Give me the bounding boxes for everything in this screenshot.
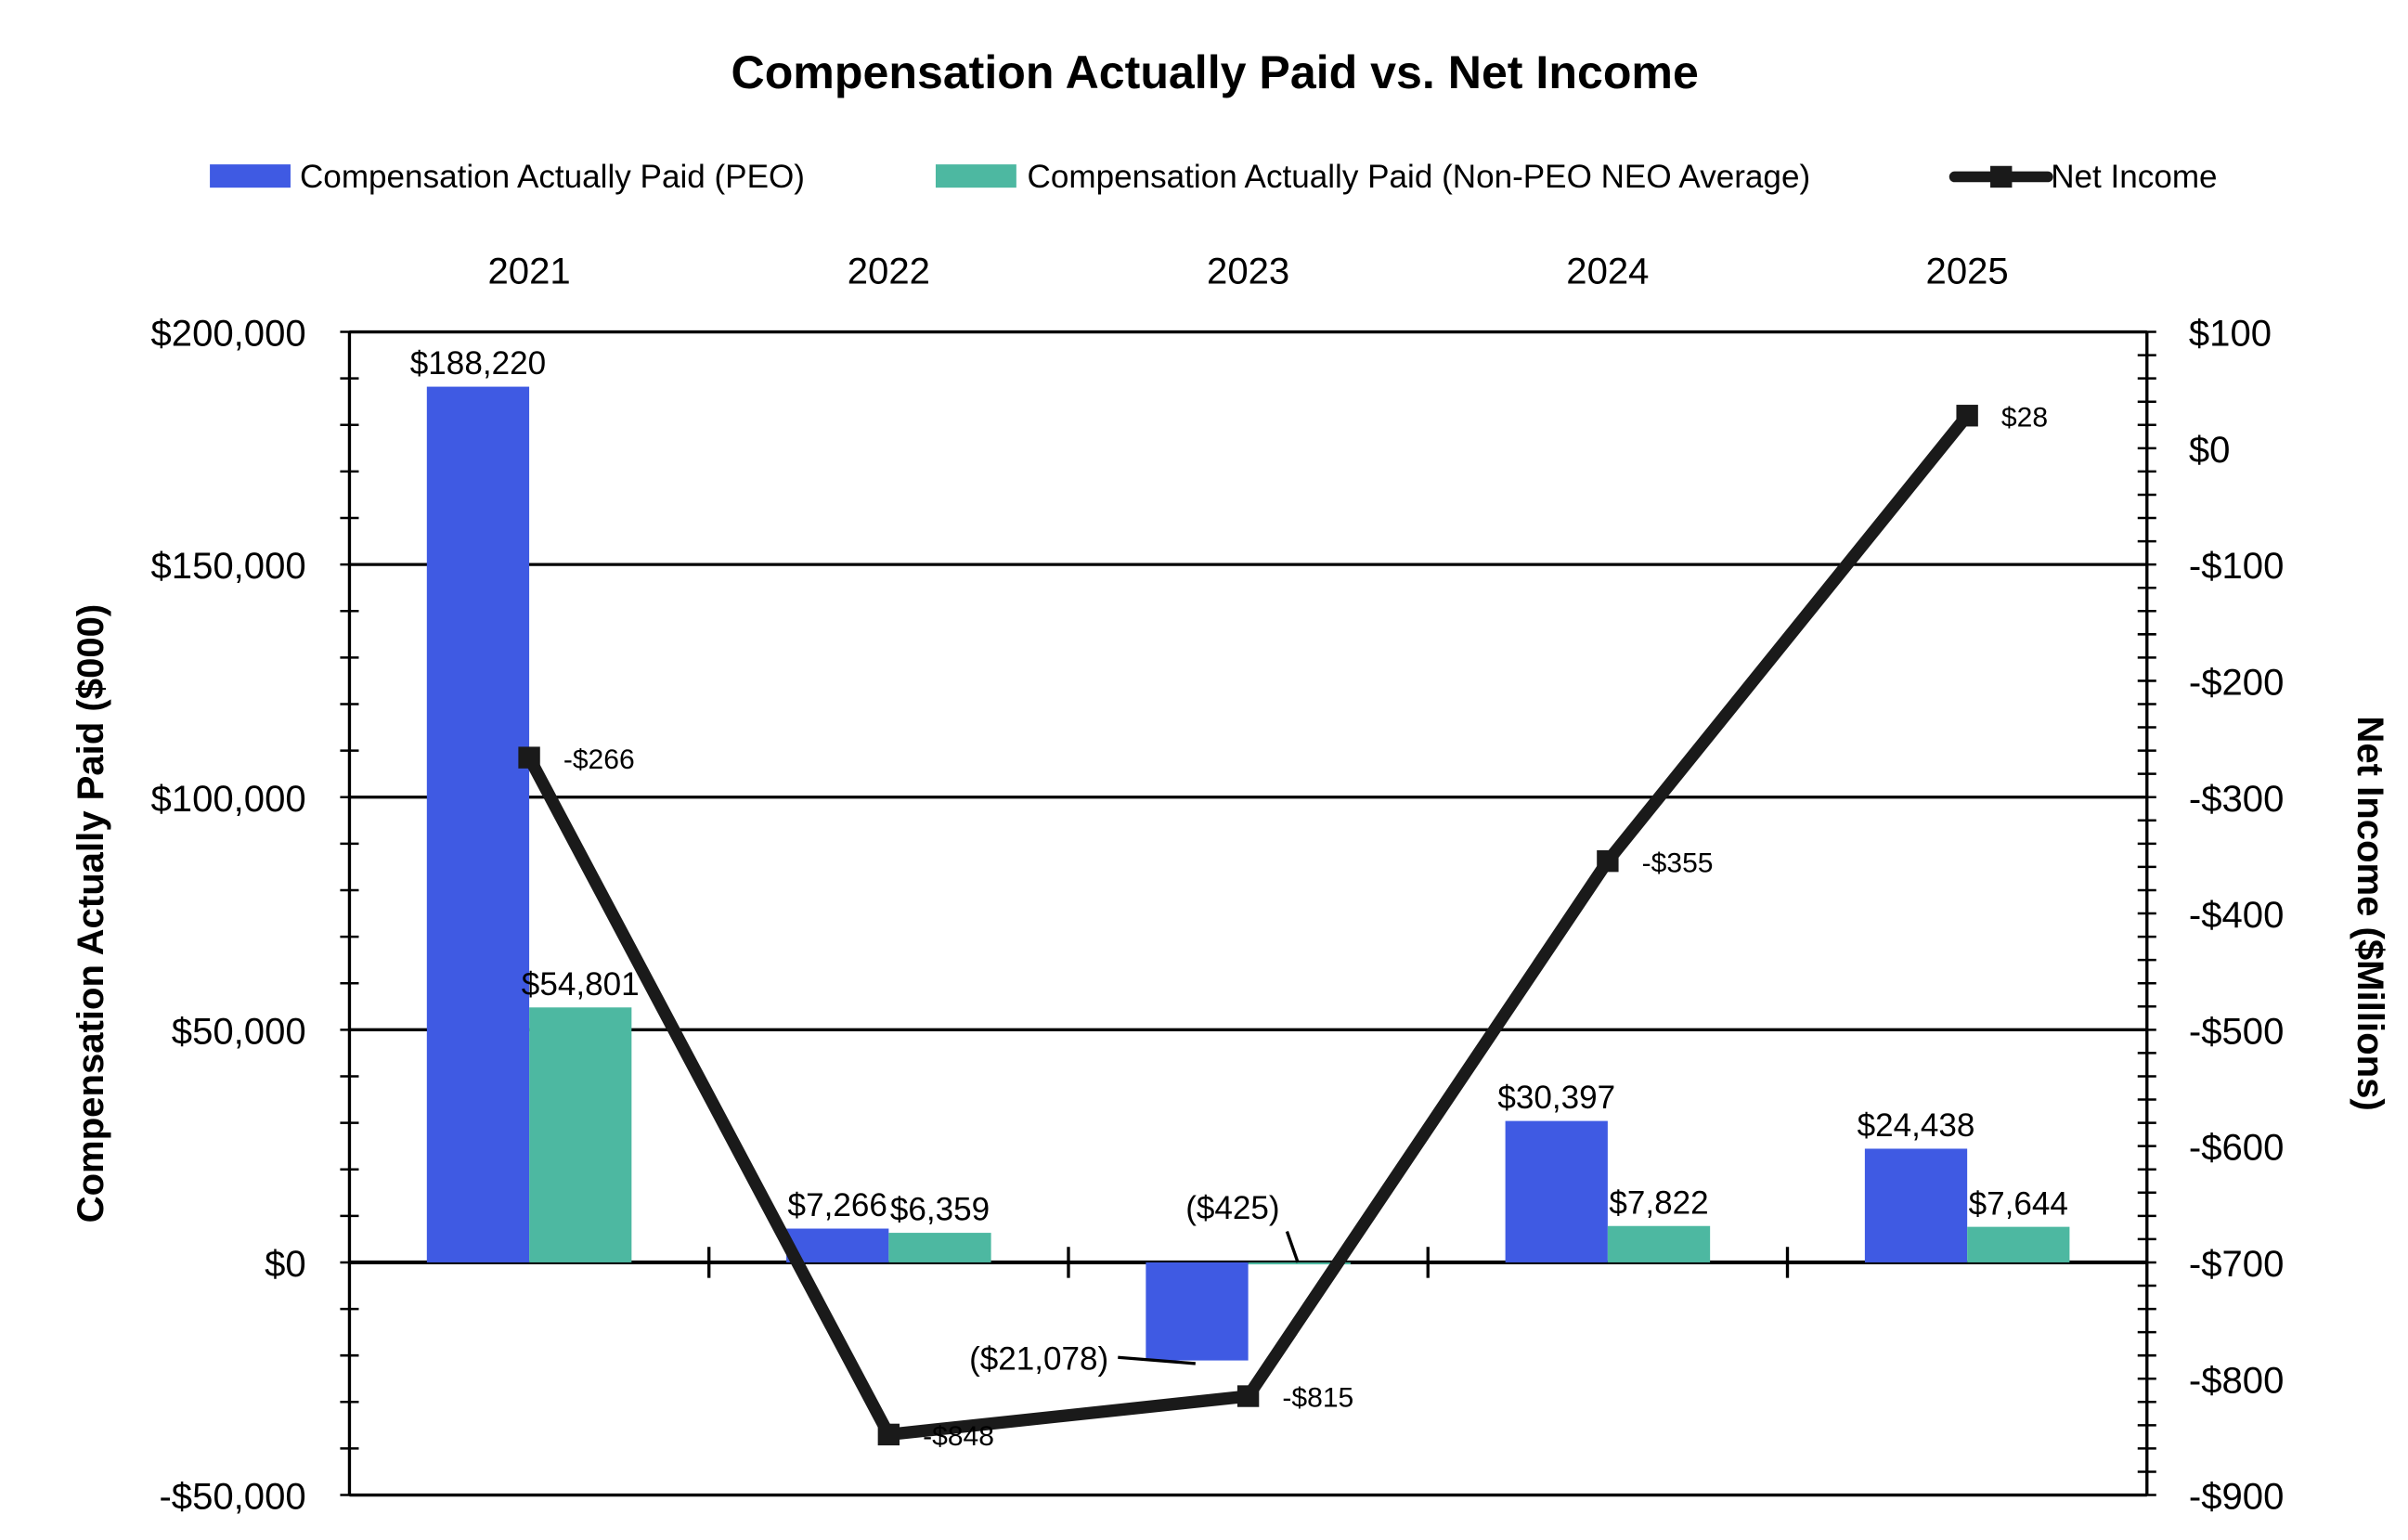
data-label-neo: $7,822 [1609,1184,1708,1221]
data-label-neo: ($425) [1185,1190,1279,1226]
net-income-marker [518,746,540,769]
data-label-peo: $24,438 [1858,1107,1975,1144]
data-label-peo: $30,397 [1497,1080,1615,1116]
bar-peo [1505,1120,1608,1262]
legend-marker-net-income [1990,165,2013,188]
data-label-net-income: -$266 [563,744,635,775]
category-label: 2024 [1566,252,1649,292]
y-tick-label: $150,000 [150,546,305,587]
y-axis-label: Compensation Actually Paid ($000) [71,604,111,1223]
net-income-marker [1236,1385,1260,1407]
y2-tick-label: -$400 [2189,895,2285,936]
y2-tick-label: $100 [2189,314,2272,355]
net-income-marker [877,1423,900,1446]
net-income-marker [1597,849,1619,873]
data-label-leader [1118,1355,1196,1365]
y2-tick-label: -$300 [2189,779,2285,820]
data-label-neo: $54,801 [522,966,640,1003]
y2-tick-label: -$200 [2189,662,2285,703]
y-tick-label: $200,000 [150,314,305,355]
y-tick-label: $100,000 [150,779,305,820]
data-label-net-income: -$815 [1282,1383,1353,1414]
bar-neo [1248,1262,1351,1265]
y2-tick-label: $0 [2189,430,2231,471]
data-label-leader [1285,1230,1300,1263]
data-label-net-income: -$848 [923,1421,994,1452]
legend: Compensation Actually Paid (PEO) Compens… [210,159,2218,195]
chart-title: Compensation Actually Paid vs. Net Incom… [731,46,1699,98]
data-label-peo: $7,266 [788,1187,887,1223]
legend-label-neo: Compensation Actually Paid (Non-PEO NEO … [1028,159,1811,195]
legend-swatch-neo [935,164,1016,188]
data-label-neo: $7,644 [1969,1185,2068,1222]
legend-swatch-peo [210,164,291,188]
data-label-peo: $188,220 [410,345,546,382]
y2-axis-label: Net Income ($Millions) [2350,716,2390,1110]
bar-neo [888,1233,991,1262]
category-label: 2025 [1926,252,2009,292]
y2-tick-label: -$500 [2189,1011,2285,1052]
bar-neo [1967,1226,2070,1262]
y2-tick-label: -$800 [2189,1360,2285,1401]
y-tick-label: -$50,000 [159,1477,305,1518]
data-label-peo: ($21,078) [969,1341,1108,1378]
y2-tick-label: -$700 [2189,1244,2285,1285]
legend-label-net-income: Net Income [2051,159,2217,195]
bar-peo [1864,1148,1968,1262]
category-label: 2023 [1207,252,1289,292]
category-label: 2021 [487,252,570,292]
bar-peo [1146,1262,1249,1361]
bar-peo [786,1228,889,1262]
y2-tick-label: -$900 [2189,1477,2285,1518]
y2-tick-label: -$100 [2189,546,2285,587]
data-label-neo: $6,359 [890,1192,990,1228]
bar-peo [426,386,530,1262]
bar-neo [1607,1225,1711,1262]
legend-label-peo: Compensation Actually Paid (PEO) [300,159,805,195]
y2-tick-label: -$600 [2189,1128,2285,1169]
y-tick-label: $50,000 [172,1011,306,1052]
data-label-net-income: -$355 [1642,848,1714,878]
data-label-net-income: $28 [2001,402,2048,433]
bar-neo [529,1007,632,1262]
y-tick-label: $0 [265,1244,306,1285]
category-label: 2022 [848,252,930,292]
net-income-marker [1956,405,1978,427]
